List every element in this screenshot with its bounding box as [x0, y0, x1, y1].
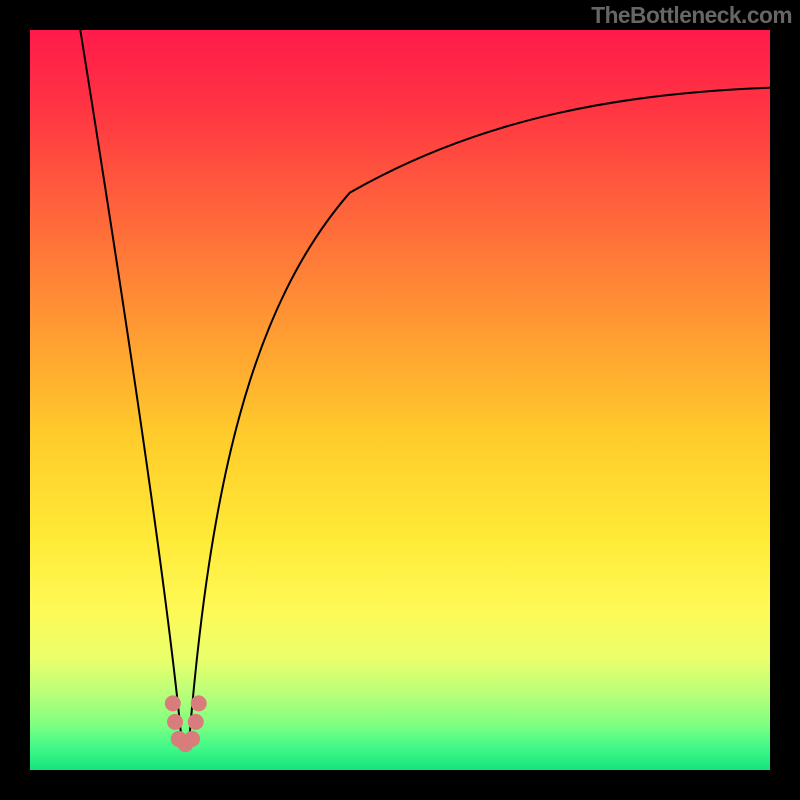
marker-dot	[167, 714, 183, 730]
plot-background	[30, 30, 770, 770]
marker-dot	[165, 695, 181, 711]
chart-svg	[0, 0, 800, 800]
marker-dot	[188, 714, 204, 730]
watermark-text: TheBottleneck.com	[591, 2, 792, 29]
marker-dot	[191, 695, 207, 711]
marker-dot	[184, 731, 200, 747]
chart-root: TheBottleneck.com	[0, 0, 800, 800]
